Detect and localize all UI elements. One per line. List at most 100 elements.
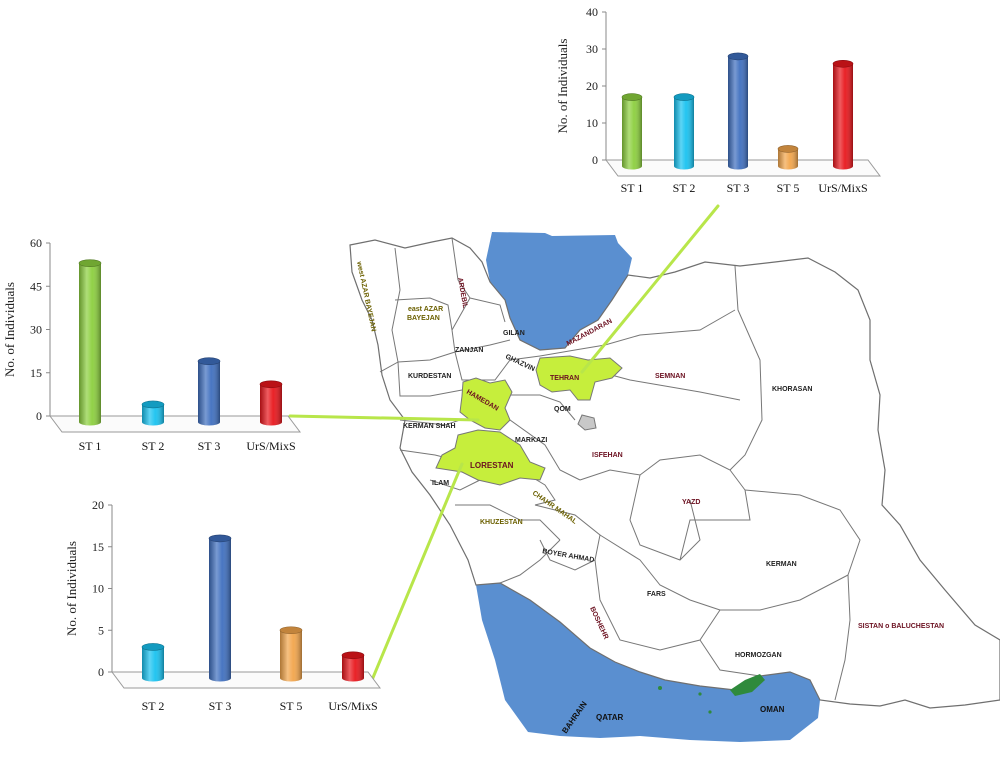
label-zanjan: ZANJAN: [455, 347, 483, 354]
y-tick-label: 45: [30, 279, 42, 293]
label-gilan: GILAN: [503, 330, 525, 337]
bar-top: [727, 52, 749, 61]
label-markazi: MARKAZI: [515, 437, 547, 444]
bar-shading: [674, 97, 694, 170]
y-axis-label: No. of Individuals: [2, 282, 17, 377]
label-hormozgan: HORMOZGAN: [735, 652, 782, 659]
label-lorestan: LORESTAN: [470, 461, 514, 470]
category-label: UrS/MixS: [818, 181, 867, 195]
bar-shading: [728, 56, 748, 170]
label-isfahan: ISFEHAN: [592, 452, 623, 459]
bar-st-1: [621, 93, 643, 170]
connector-lorestan: [370, 462, 464, 682]
bar-urs-mixs: [259, 380, 283, 426]
y-tick-label: 0: [36, 409, 42, 423]
y-axis-label: No. of Individuals: [555, 39, 570, 134]
category-label: ST 5: [777, 181, 800, 195]
bar-top: [78, 259, 102, 267]
persian-gulf: [476, 583, 820, 742]
category-label: UrS/MixS: [328, 699, 377, 713]
y-tick-label: 10: [586, 116, 598, 130]
label-kerman: KERMAN: [766, 561, 797, 568]
bar-top: [777, 145, 799, 153]
label-kerman-shah: KERMAN SHAH: [403, 423, 456, 430]
y-tick-label: 0: [592, 153, 598, 167]
connector-hamedan: [288, 414, 480, 422]
label-oman: OMAN: [760, 705, 785, 714]
bar-shading: [342, 655, 364, 682]
y-tick-label: 5: [98, 623, 104, 637]
category-label: ST 1: [621, 181, 644, 195]
category-label: ST 2: [142, 439, 165, 453]
bar-top: [197, 357, 221, 366]
bar-urs-mixs: [832, 59, 854, 170]
connector-lines: [288, 204, 720, 682]
bar-top: [279, 626, 303, 635]
label-tehran: TEHRAN: [550, 375, 579, 382]
hamedan-province: [459, 377, 513, 431]
bar-st-2: [141, 643, 165, 682]
bar-top: [208, 534, 232, 543]
bar-shading: [833, 63, 853, 170]
y-tick-label: 30: [586, 42, 598, 56]
label-khorasan: KHORASAN: [772, 386, 812, 393]
iran-outline: [349, 237, 1000, 709]
category-label: UrS/MixS: [246, 439, 295, 453]
label-kurdestan: KURDESTAN: [408, 373, 451, 380]
y-tick-label: 40: [586, 5, 598, 19]
iran-map: west AZAR BAYEJAN east AZAR BAYEJAN ARDE…: [349, 232, 1000, 742]
y-tick-label: 15: [30, 366, 42, 380]
bar-shading: [778, 148, 798, 170]
bar-shading: [280, 630, 302, 682]
label-east-azar-1: east AZAR: [408, 306, 443, 313]
label-east-azar-2: BAYEJAN: [407, 315, 440, 322]
category-label: ST 2: [673, 181, 696, 195]
island-2: [698, 692, 702, 696]
label-sistan: SISTAN o BALUCHESTAN: [858, 623, 944, 630]
lorestan-province: [435, 429, 546, 486]
category-label: ST 3: [727, 181, 750, 195]
category-label: ST 1: [79, 439, 102, 453]
island-1: [658, 686, 662, 690]
category-label: ST 5: [280, 699, 303, 713]
bar-shading: [622, 97, 642, 170]
label-qom: QOM: [554, 406, 571, 413]
bar-st-2: [673, 93, 695, 170]
bar-top: [141, 400, 165, 409]
island-3: [708, 710, 712, 714]
bar-st-2: [141, 400, 165, 426]
bar-shading: [198, 361, 220, 426]
label-khuzestan: KHUZESTAN: [480, 519, 523, 526]
category-label: ST 2: [142, 699, 165, 713]
bar-urs-mixs: [341, 651, 365, 682]
y-tick-label: 15: [92, 540, 104, 554]
category-label: ST 3: [198, 439, 221, 453]
bar-shading: [142, 404, 164, 426]
y-tick-label: 20: [92, 498, 104, 512]
chart-tehran: 0 10 20 30 40 No. of Individuals ST 1 ST 2 ST 3 S…: [555, 5, 881, 195]
bar-top: [341, 651, 365, 660]
bar-top: [259, 380, 283, 389]
label-yazd: YAZD: [682, 499, 700, 506]
bar-top: [673, 93, 695, 101]
bar-shading: [79, 263, 101, 426]
bar-shading: [142, 646, 164, 682]
y-tick-label: 30: [30, 323, 42, 337]
chart-lorestan: 0 5 10 15 20 No. of Individuals ST 2 ST 3 ST 5 Ur…: [64, 498, 381, 713]
bar-st-3: [208, 534, 232, 682]
bar-st-5: [279, 626, 303, 682]
y-tick-label: 10: [92, 582, 104, 596]
label-qatar: QATAR: [596, 713, 623, 722]
province-borders: [379, 237, 861, 701]
category-label: ST 3: [209, 699, 232, 713]
label-fars: FARS: [647, 591, 666, 598]
label-ilam: ILAM: [432, 480, 449, 487]
caspian-sea: [486, 232, 632, 350]
y-tick-label: 20: [586, 79, 598, 93]
qeshm-island: [730, 674, 765, 696]
bar-st-5: [777, 145, 799, 170]
label-semnan: SEMNAN: [655, 373, 685, 380]
qom-province: [577, 414, 597, 431]
connector-tehran: [580, 204, 720, 374]
